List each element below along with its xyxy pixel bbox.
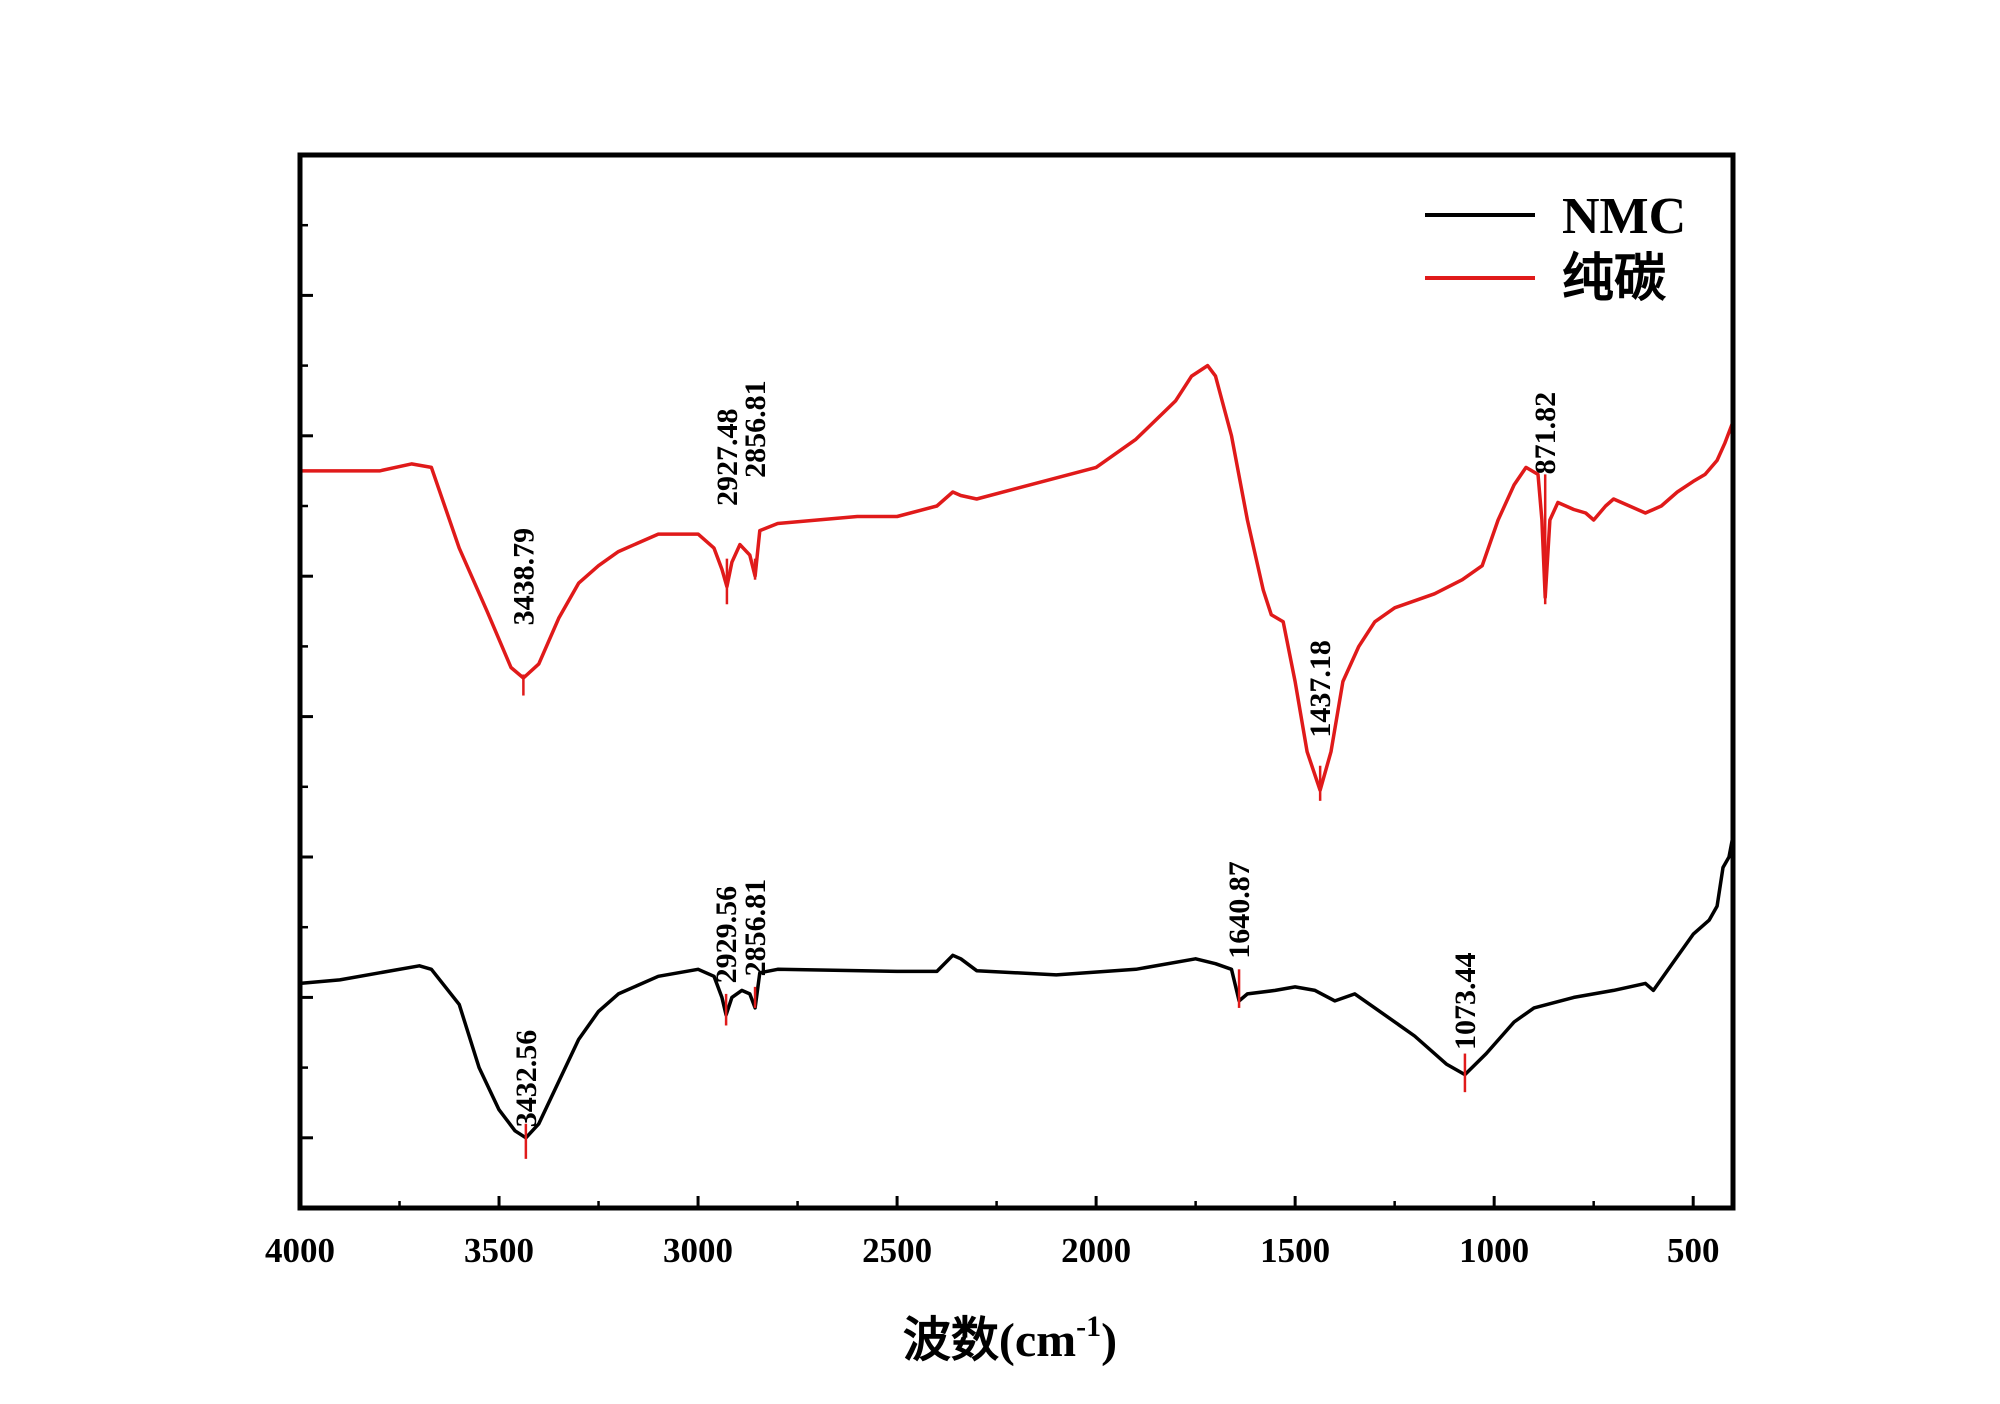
x-axis-title-close: ) (1101, 1314, 1117, 1367)
x-tick-label: 4000 (265, 1231, 335, 1270)
x-axis-title: 波数(cm-1) (903, 1310, 1117, 1367)
x-tick-label: 1500 (1260, 1231, 1330, 1270)
x-tick-labels: 4000 3500 3000 2500 2000 1500 1000 500 (265, 1231, 1719, 1270)
peak-label: 2927.48 (711, 409, 744, 507)
legend-label-pure-carbon: 纯碳 (1562, 250, 1667, 308)
series-line-nmc (298, 834, 1735, 1140)
x-axis-title-superscript: -1 (1076, 1310, 1101, 1343)
peak-label: 1640.87 (1223, 861, 1256, 959)
series-lines (298, 363, 1735, 1140)
x-tick-label: 1000 (1459, 1231, 1529, 1270)
peak-annotations: 3438.792927.482856.811437.18871.823432.5… (507, 380, 1562, 1159)
peak-label: 2856.81 (739, 380, 772, 478)
x-axis-title-main: 波数(cm (903, 1314, 1076, 1367)
peak-label: 871.82 (1529, 392, 1562, 475)
series-line-pure-carbon (298, 363, 1735, 793)
legend: NMC 纯碳 (1425, 188, 1686, 308)
x-tick-label: 3500 (464, 1231, 534, 1270)
x-tick-label: 2500 (862, 1231, 932, 1270)
peak-label: 1073.44 (1449, 953, 1482, 1051)
legend-label-nmc: NMC (1562, 188, 1686, 245)
peak-label: 2856.81 (739, 879, 772, 977)
peak-label: 1437.18 (1304, 640, 1337, 738)
x-tick-label: 2000 (1061, 1231, 1131, 1270)
peak-label: 2929.56 (710, 886, 743, 984)
x-tick-label: 500 (1667, 1231, 1720, 1270)
plot-frame (297, 152, 1736, 1211)
x-tick-label: 3000 (663, 1231, 733, 1270)
peak-label: 3432.56 (510, 1030, 543, 1128)
peak-label: 3438.79 (507, 528, 540, 626)
